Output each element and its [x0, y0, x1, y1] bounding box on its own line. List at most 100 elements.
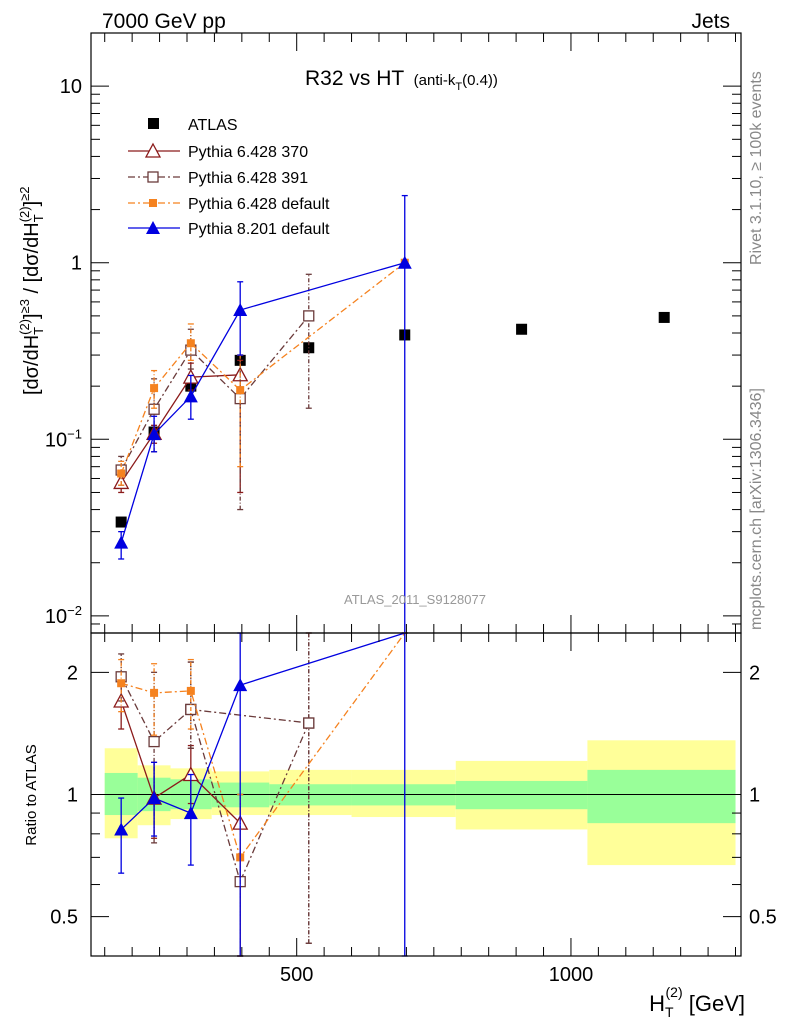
main-py8def-point — [233, 302, 248, 316]
legend-py8def-marker — [146, 221, 160, 234]
legend-py6def: Pythia 6.428 default — [128, 196, 330, 213]
legend-py391: Pythia 6.428 391 — [128, 170, 308, 187]
ratio-band-inner — [587, 769, 736, 824]
main-y-tick-label: 10−1 — [45, 426, 82, 451]
main-y-tick-label: 10−2 — [45, 603, 82, 628]
x-label-unit: [GeV] — [683, 991, 745, 1016]
main-atlas — [115, 311, 670, 528]
main-series-layer — [113, 194, 670, 634]
ratio-py6def-point — [150, 688, 159, 697]
main-py6def — [117, 258, 409, 486]
x-ticks: 500 1000 — [104, 33, 737, 986]
ratio-py370-line — [120, 700, 241, 824]
main-y-tick-label-exp: −1 — [67, 426, 82, 441]
main-py8def — [114, 194, 412, 634]
ratio-y-tick-label-right: 2 — [749, 662, 760, 684]
main-atlas-point — [658, 311, 670, 323]
header-left: 7000 GeV pp — [102, 10, 226, 33]
ratio-y-tick-label-left: 1 — [67, 785, 78, 807]
y-label-part4: ] — [21, 201, 43, 207]
main-py6def-point — [117, 469, 126, 478]
legend: ATLAS Pythia 6.428 370 Pythia 6.428 391 … — [128, 117, 330, 238]
main-y-tick-label: 10 — [60, 76, 82, 98]
main-py370-line — [120, 374, 241, 483]
ratio-y-ticks: 2 2 1 1 0.5 0.5 — [50, 662, 777, 928]
ratio-py391-line — [120, 676, 309, 743]
main-y-tick-label: 1 — [71, 253, 82, 275]
main-py391-line — [120, 315, 310, 471]
analysis-watermark: ATLAS_2011_S9128077 — [344, 592, 486, 607]
main-y-tick-label-base: 10 — [45, 606, 67, 628]
y-label-sub1: T — [31, 327, 46, 335]
x-tick-label: 1000 — [549, 964, 594, 986]
legend-py6def-marker — [149, 199, 157, 207]
legend-py6def-label: Pythia 6.428 default — [188, 196, 330, 213]
legend-py391-label: Pythia 6.428 391 — [188, 170, 308, 187]
main-py6def-line — [120, 262, 406, 474]
x-tick-label: 500 — [280, 964, 313, 986]
x-label-sub: T — [665, 1004, 674, 1020]
header-right: Jets — [691, 10, 730, 33]
x-label-sup: (2) — [666, 984, 683, 1000]
main-y-tick-label-exp: −2 — [67, 603, 82, 618]
y-label-sub2: T — [31, 214, 46, 222]
y-label-sup2: ≥3 — [17, 299, 32, 313]
main-y-axis-label: [dσ/dHT(2)]≥3 / [dσ/dHT(2)]≥2 — [17, 186, 46, 395]
y-label-sup1: (2) — [17, 319, 32, 335]
main-py6def-point — [150, 384, 159, 393]
ratio-py391b-point — [303, 717, 315, 729]
ratio-y-tick-label-right: 1 — [749, 785, 760, 807]
ratio-py8def-point — [114, 822, 129, 836]
y-label-part3: / [dσ/dH — [21, 222, 43, 299]
ratio-py6def-point — [186, 686, 195, 695]
ratio-py6def-point — [117, 679, 126, 688]
y-label-part1: [dσ/dH — [21, 335, 43, 395]
main-py391-point — [303, 310, 315, 322]
main-py8def-point — [114, 535, 129, 549]
ratio-y-tick-label-left: 2 — [67, 662, 78, 684]
ratio-panel: 2 2 1 1 0.5 0.5 500 1000 Ratio to ATLAS HT (2) … — [23, 33, 777, 1020]
chart-title-sub: T — [455, 81, 462, 93]
ratio-y-tick-label-left: 0.5 — [50, 907, 78, 929]
ratio-y-tick-label-right: 0.5 — [749, 907, 777, 929]
x-axis-label: HT (2) [GeV] — [649, 984, 745, 1020]
ratio-py8def-point — [233, 678, 248, 692]
main-py6def-point — [186, 339, 195, 348]
ratio-band-inner — [455, 780, 588, 810]
legend-py370: Pythia 6.428 370 — [128, 142, 308, 161]
y-label-part2: ] — [21, 313, 43, 319]
main-atlas-point — [516, 323, 528, 335]
y-label-sup4: ≥2 — [17, 186, 32, 200]
ratio-py8def-point — [183, 806, 198, 820]
main-py370 — [113, 359, 249, 494]
ratio-bands-layer — [104, 740, 736, 866]
ratio-y-axis-label: Ratio to ATLAS — [23, 744, 40, 845]
legend-py370-label: Pythia 6.428 370 — [188, 144, 308, 161]
main-py8def-point — [397, 255, 412, 269]
ratio-py391-point — [148, 735, 160, 748]
legend-py8def-label: Pythia 8.201 default — [188, 221, 330, 238]
legend-atlas: ATLAS — [148, 117, 238, 134]
ratio-py8def-point — [147, 791, 162, 805]
chart-title: R32 vs HT (anti-kT(0.4)) — [305, 67, 498, 93]
chart-title-text: R32 vs HT — [305, 67, 404, 90]
legend-atlas-label: ATLAS — [188, 117, 238, 134]
rivet-label: Rivet 3.1.10, ≥ 100k events — [748, 71, 765, 265]
legend-py391-marker — [147, 171, 159, 183]
chart-title-end: (0.4)) — [462, 72, 498, 89]
y-label-sup3: (2) — [17, 206, 32, 222]
x-label-main: H — [649, 991, 665, 1016]
legend-py370-marker — [144, 142, 162, 158]
ratio-series-layer — [113, 632, 408, 957]
main-py8def-line — [120, 262, 405, 543]
mcplots-label: mcplots.cern.ch [arXiv:1306.3436] — [748, 388, 765, 630]
chart-title-suffix: (anti-k — [414, 72, 456, 89]
legend-atlas-marker — [148, 118, 159, 129]
main-py8def-point — [183, 389, 198, 403]
legend-py8def: Pythia 8.201 default — [128, 221, 330, 238]
main-py6def-point — [236, 386, 245, 395]
main-atlas-point — [115, 516, 127, 528]
main-py8def-point — [147, 427, 162, 441]
